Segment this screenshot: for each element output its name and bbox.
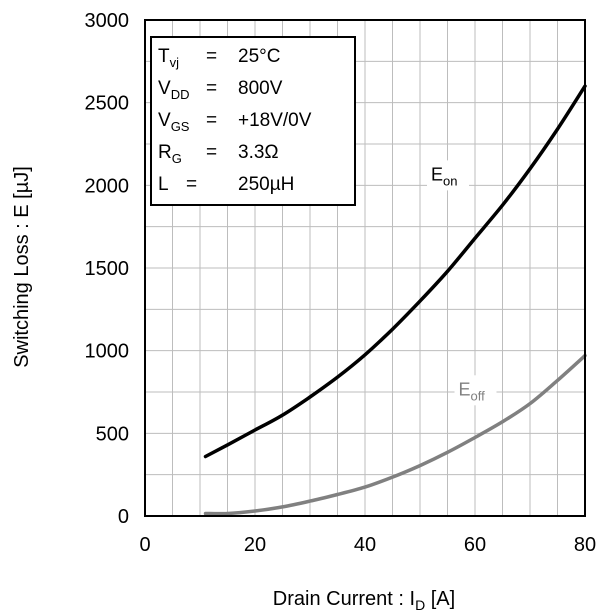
series-label-on: Eon bbox=[431, 164, 457, 188]
tick-labels: 0 20 40 60 80 0 500 1000 1500 2000 2500 3000 bbox=[85, 10, 597, 556]
series-group bbox=[203, 84, 587, 516]
conditions-box-border bbox=[150, 36, 356, 206]
x-tick-label: 60 bbox=[464, 534, 486, 556]
condition-param: VDD = bbox=[158, 78, 217, 102]
x-tick-label: 20 bbox=[244, 534, 266, 556]
x-axis-label: Drain Current : ID [A] bbox=[273, 588, 455, 613]
condition-value: 25°C bbox=[238, 46, 280, 67]
conditions-box: Tvj = 25°C VDD = 800V VGS = +18V/0V RG = 3.3Ω L = 250µ… bbox=[150, 36, 356, 206]
plot-frame bbox=[144, 19, 586, 517]
y-tick-label: 2500 bbox=[85, 93, 130, 115]
x-tick-label: 80 bbox=[574, 534, 596, 556]
series-line-off bbox=[203, 353, 587, 516]
x-tick-label: 40 bbox=[354, 534, 376, 556]
series-label-off: Eoff bbox=[459, 379, 486, 403]
y-tick-label: 0 bbox=[118, 506, 129, 528]
x-tick-label: 0 bbox=[139, 534, 150, 556]
series-label-bg-on bbox=[427, 160, 469, 191]
condition-param: Tvj = bbox=[158, 46, 217, 70]
condition-value: +18V/0V bbox=[238, 110, 312, 131]
condition-param: L = bbox=[158, 174, 197, 195]
y-tick-label: 2000 bbox=[85, 175, 130, 197]
series-labels: Eon Eoff bbox=[427, 160, 497, 406]
condition-value: 3.3Ω bbox=[238, 142, 279, 163]
y-axis-label: Switching Loss : E [µJ] bbox=[11, 166, 33, 368]
condition-param: RG = bbox=[158, 142, 217, 166]
series-label-bg-off bbox=[454, 375, 497, 406]
conditions-list: Tvj = 25°C VDD = 800V VGS = +18V/0V RG = 3.3Ω L = 250µ… bbox=[158, 46, 312, 195]
condition-param: VGS = bbox=[158, 110, 217, 134]
condition-value: 800V bbox=[238, 78, 283, 99]
y-tick-label: 3000 bbox=[85, 10, 130, 32]
y-tick-label: 1500 bbox=[85, 258, 130, 280]
y-tick-label: 1000 bbox=[85, 341, 130, 363]
y-tick-label: 500 bbox=[96, 423, 129, 445]
series-line-on bbox=[203, 84, 587, 459]
condition-value: 250µH bbox=[238, 174, 294, 195]
